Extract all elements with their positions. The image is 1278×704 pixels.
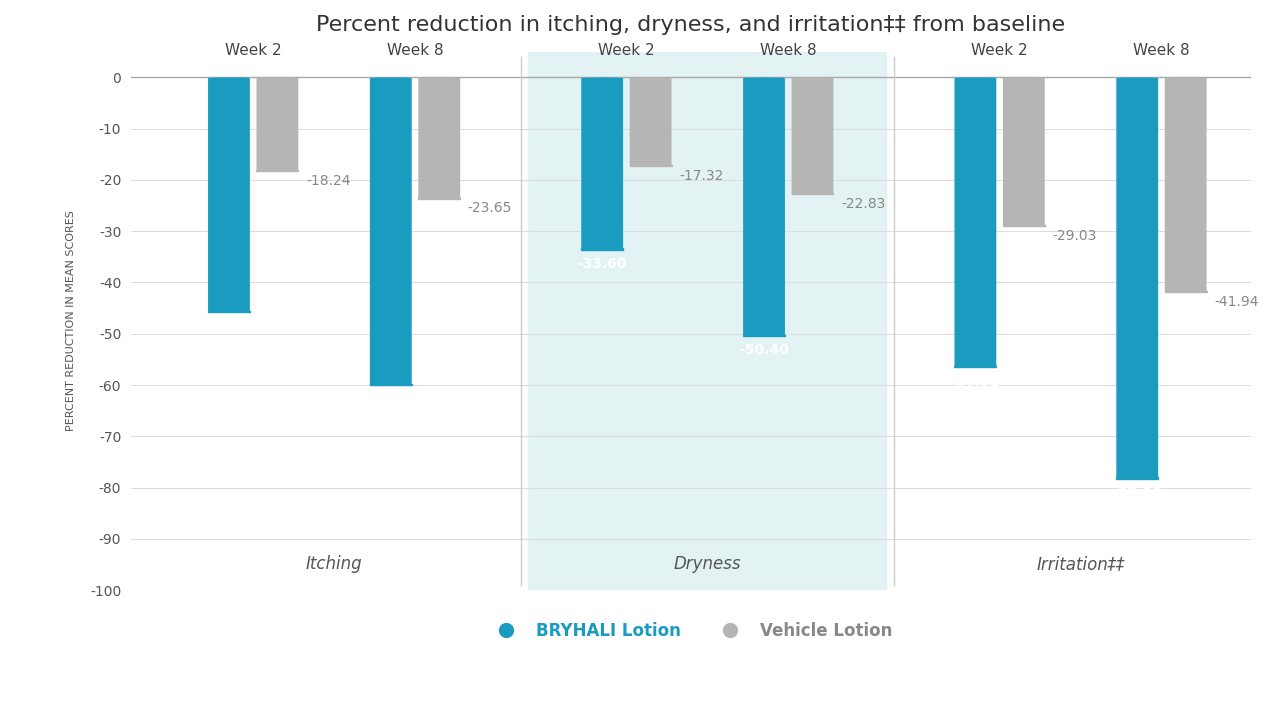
Title: Percent reduction in itching, dryness, and irritation‡‡ from baseline: Percent reduction in itching, dryness, a… bbox=[316, 15, 1066, 35]
Bar bbox=[1003, 225, 1044, 226]
Bar bbox=[528, 52, 886, 590]
Text: Week 8: Week 8 bbox=[387, 43, 443, 58]
Text: Week 2: Week 2 bbox=[598, 43, 654, 58]
Bar bbox=[1116, 477, 1158, 479]
Text: -41.94: -41.94 bbox=[1214, 295, 1259, 309]
FancyBboxPatch shape bbox=[581, 77, 624, 250]
Bar bbox=[257, 170, 298, 171]
Legend: BRYHALI Lotion, Vehicle Lotion: BRYHALI Lotion, Vehicle Lotion bbox=[482, 615, 900, 646]
Bar bbox=[630, 165, 671, 166]
Bar bbox=[208, 311, 250, 313]
FancyBboxPatch shape bbox=[630, 77, 671, 166]
Text: Irritation‡‡: Irritation‡‡ bbox=[1036, 555, 1125, 574]
Bar bbox=[418, 197, 460, 199]
Text: -29.03: -29.03 bbox=[1053, 229, 1097, 243]
FancyBboxPatch shape bbox=[1003, 77, 1044, 226]
Text: -78.26: -78.26 bbox=[1112, 486, 1162, 501]
Bar bbox=[955, 366, 997, 367]
FancyBboxPatch shape bbox=[369, 77, 412, 385]
Bar bbox=[369, 384, 412, 385]
Text: Itching: Itching bbox=[305, 555, 363, 574]
Text: Dryness: Dryness bbox=[674, 555, 741, 574]
FancyBboxPatch shape bbox=[791, 77, 833, 194]
FancyBboxPatch shape bbox=[418, 77, 460, 199]
FancyBboxPatch shape bbox=[955, 77, 997, 367]
FancyBboxPatch shape bbox=[1116, 77, 1158, 479]
Y-axis label: PERCENT REDUCTION IN MEAN SCORES: PERCENT REDUCTION IN MEAN SCORES bbox=[66, 210, 77, 432]
FancyBboxPatch shape bbox=[743, 77, 785, 336]
Text: Week 8: Week 8 bbox=[1134, 43, 1190, 58]
FancyBboxPatch shape bbox=[208, 77, 250, 313]
Text: -17.32: -17.32 bbox=[679, 169, 723, 183]
Text: Week 8: Week 8 bbox=[760, 43, 817, 58]
FancyBboxPatch shape bbox=[1164, 77, 1206, 292]
Text: Week 2: Week 2 bbox=[225, 43, 281, 58]
Bar bbox=[581, 249, 624, 250]
Text: -50.40: -50.40 bbox=[739, 344, 789, 358]
Bar bbox=[791, 193, 833, 194]
Text: -23.65: -23.65 bbox=[468, 201, 512, 215]
Text: -60.00: -60.00 bbox=[366, 393, 415, 407]
Text: -33.60: -33.60 bbox=[578, 258, 627, 271]
Text: -45.81: -45.81 bbox=[204, 320, 254, 334]
Bar bbox=[743, 334, 785, 336]
FancyBboxPatch shape bbox=[257, 77, 298, 171]
Text: -18.24: -18.24 bbox=[305, 173, 350, 187]
Text: -56.52: -56.52 bbox=[951, 375, 1001, 389]
Text: -22.83: -22.83 bbox=[841, 197, 886, 211]
Text: Week 2: Week 2 bbox=[971, 43, 1028, 58]
Bar bbox=[1164, 291, 1206, 292]
